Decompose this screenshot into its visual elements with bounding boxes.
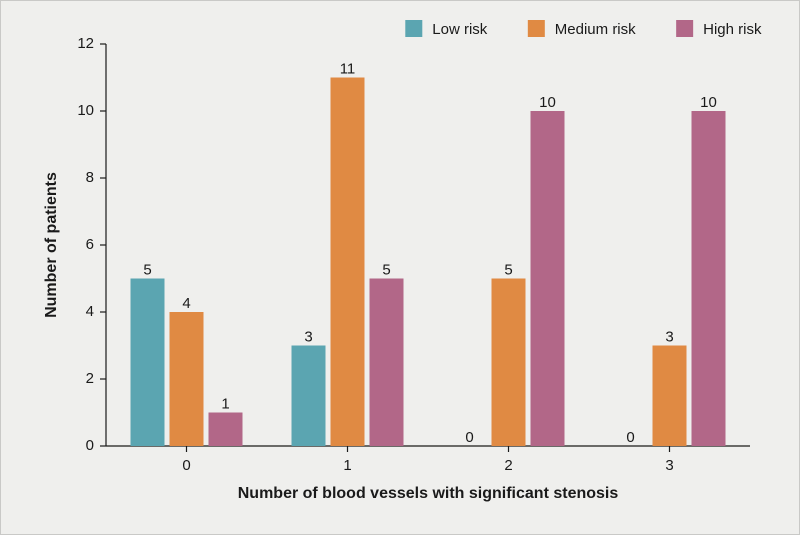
y-axis-tick-label: 2 [86, 370, 94, 387]
bar [531, 111, 565, 446]
bar-value-label: 10 [700, 94, 717, 111]
bar [692, 111, 726, 446]
bar-value-label: 11 [340, 61, 356, 78]
y-axis-tick-label: 0 [86, 437, 94, 454]
bar [209, 413, 243, 447]
bar-value-label: 0 [626, 429, 634, 446]
chart-frame [1, 1, 800, 535]
legend-label: Medium risk [555, 21, 636, 38]
x-axis-label: Number of blood vessels with significant… [238, 485, 619, 502]
bar [170, 312, 204, 446]
legend-swatch [676, 20, 693, 37]
bar-value-label: 1 [221, 396, 229, 413]
bar [492, 279, 526, 447]
bar [370, 279, 404, 447]
bar [292, 346, 326, 447]
bar-value-label: 5 [504, 262, 512, 279]
bar [131, 279, 165, 447]
bar-value-label: 3 [304, 329, 312, 346]
legend-label: High risk [703, 21, 762, 38]
stenosis-risk-bar-chart: 024681012Number of patients0541131152051… [0, 0, 800, 535]
bar [331, 78, 365, 447]
x-axis-tick-label: 1 [343, 457, 351, 474]
y-axis-tick-label: 8 [86, 169, 94, 186]
y-axis-tick-label: 10 [77, 102, 94, 119]
y-axis-label: Number of patients [43, 172, 60, 318]
x-axis-tick-label: 3 [665, 457, 673, 474]
y-axis-tick-label: 6 [86, 236, 94, 253]
legend-swatch [405, 20, 422, 37]
y-axis-tick-label: 4 [86, 303, 94, 320]
bar-value-label: 3 [665, 329, 673, 346]
x-axis-tick-label: 2 [504, 457, 512, 474]
bar-value-label: 10 [539, 94, 556, 111]
legend-swatch [528, 20, 545, 37]
bar [653, 346, 687, 447]
bar-value-label: 4 [182, 295, 190, 312]
bar-value-label: 5 [143, 262, 151, 279]
bar-value-label: 0 [465, 429, 473, 446]
x-axis-tick-label: 0 [182, 457, 190, 474]
bar-value-label: 5 [382, 262, 390, 279]
y-axis-tick-label: 12 [77, 35, 94, 52]
legend-label: Low risk [432, 21, 488, 38]
